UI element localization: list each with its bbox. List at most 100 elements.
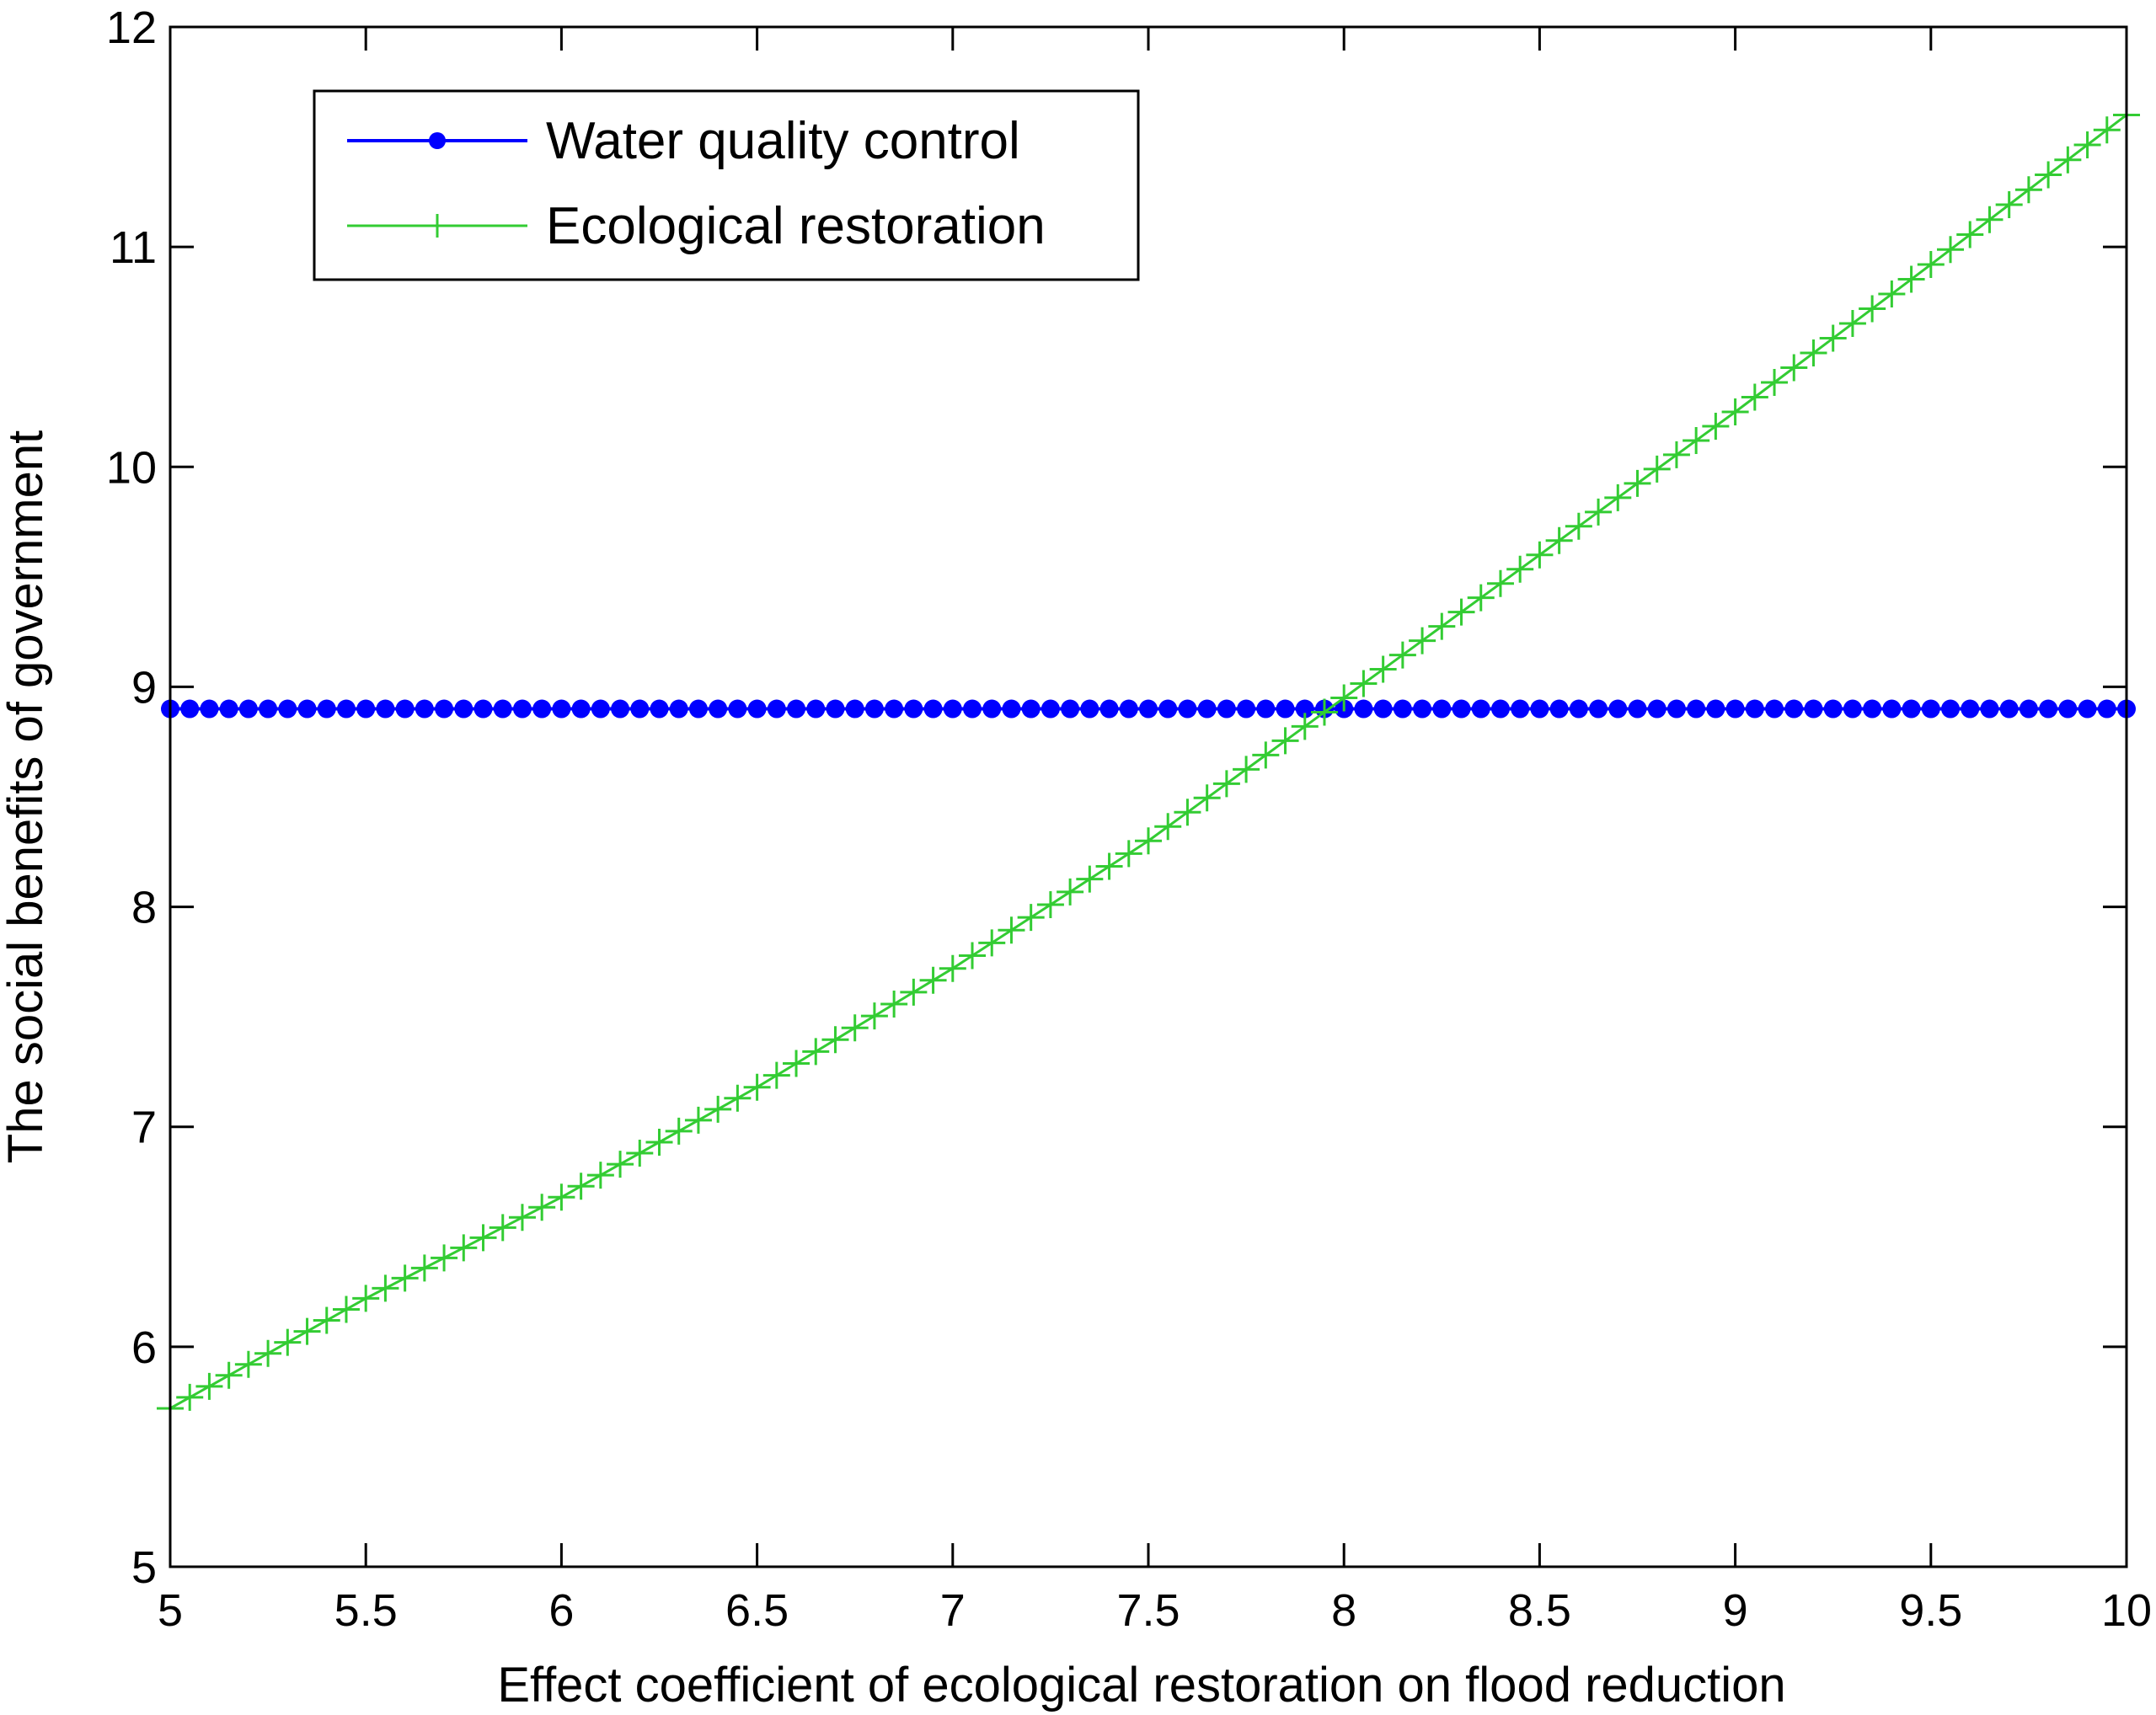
y-tick-label: 6 bbox=[131, 1322, 157, 1373]
data-point-ecological bbox=[1057, 878, 1084, 906]
data-point-ecological bbox=[372, 1274, 399, 1302]
data-point-ecological bbox=[998, 916, 1025, 944]
data-point-water-quality bbox=[943, 699, 962, 719]
data-point-water-quality bbox=[2039, 699, 2058, 719]
data-point-ecological bbox=[645, 1128, 673, 1156]
data-point-water-quality bbox=[356, 699, 376, 719]
data-point-water-quality bbox=[297, 699, 317, 719]
data-point-water-quality bbox=[1999, 699, 2019, 719]
data-point-ecological bbox=[332, 1296, 360, 1323]
series-line-ecological bbox=[169, 114, 2127, 1410]
data-point-water-quality bbox=[1530, 699, 1549, 719]
data-point-ecological bbox=[274, 1328, 302, 1356]
data-point-ecological bbox=[1545, 526, 1573, 554]
legend-label-water-quality: Water quality control bbox=[546, 112, 1020, 170]
data-point-ecological bbox=[1193, 784, 1221, 812]
data-point-ecological bbox=[1800, 339, 1827, 367]
data-point-water-quality bbox=[1569, 699, 1588, 719]
y-tick-label: 11 bbox=[110, 222, 157, 273]
data-point-water-quality bbox=[591, 699, 610, 719]
data-point-water-quality bbox=[1765, 699, 1784, 719]
legend: Water quality control Ecological restora… bbox=[313, 89, 1140, 281]
data-point-water-quality bbox=[435, 699, 454, 719]
data-point-water-quality bbox=[532, 699, 552, 719]
x-tick-label: 6.5 bbox=[725, 1585, 789, 1636]
x-tick-label: 7.5 bbox=[1116, 1585, 1180, 1636]
data-point-water-quality bbox=[1119, 699, 1138, 719]
data-point-water-quality bbox=[1256, 699, 1276, 719]
data-point-ecological bbox=[724, 1084, 752, 1112]
data-point-ecological bbox=[743, 1073, 771, 1101]
data-point-ecological bbox=[391, 1264, 419, 1292]
y-tick-label: 10 bbox=[106, 442, 157, 493]
data-point-water-quality bbox=[611, 699, 630, 719]
data-point-ecological bbox=[2073, 131, 2101, 158]
data-point-ecological bbox=[1662, 441, 1690, 468]
data-point-water-quality bbox=[1608, 699, 1628, 719]
data-point-water-quality bbox=[1080, 699, 1099, 719]
data-point-water-quality bbox=[1002, 699, 1021, 719]
data-point-water-quality bbox=[1882, 699, 1902, 719]
data-point-water-quality bbox=[571, 699, 591, 719]
data-point-ecological bbox=[1350, 670, 1378, 697]
data-point-water-quality bbox=[1706, 699, 1725, 719]
data-point-water-quality bbox=[2019, 699, 2038, 719]
data-point-water-quality bbox=[767, 699, 786, 719]
data-point-ecological bbox=[1115, 840, 1142, 868]
data-point-ecological bbox=[607, 1151, 634, 1178]
data-point-ecological bbox=[1878, 280, 1906, 308]
data-point-ecological bbox=[508, 1204, 536, 1231]
data-point-water-quality bbox=[806, 699, 826, 719]
data-point-water-quality bbox=[1725, 699, 1745, 719]
data-point-ecological bbox=[2014, 176, 2042, 204]
data-point-water-quality bbox=[650, 699, 669, 719]
data-point-water-quality bbox=[278, 699, 297, 719]
data-point-ecological bbox=[548, 1183, 575, 1211]
data-point-water-quality bbox=[1589, 699, 1608, 719]
data-point-ecological bbox=[410, 1254, 438, 1282]
data-point-ecological bbox=[215, 1361, 243, 1389]
data-point-water-quality bbox=[552, 699, 571, 719]
data-point-water-quality bbox=[1061, 699, 1080, 719]
data-point-water-quality bbox=[200, 699, 219, 719]
data-point-water-quality bbox=[1941, 699, 1961, 719]
x-tick-label: 5.5 bbox=[334, 1585, 398, 1636]
data-point-water-quality bbox=[728, 699, 747, 719]
data-point-water-quality bbox=[259, 699, 278, 719]
data-point-ecological bbox=[1506, 555, 1534, 583]
data-point-water-quality bbox=[709, 699, 728, 719]
data-point-ecological bbox=[1643, 455, 1671, 483]
data-point-water-quality bbox=[1413, 699, 1432, 719]
data-point-water-quality bbox=[1354, 699, 1373, 719]
data-point-water-quality bbox=[1921, 699, 1940, 719]
data-point-ecological bbox=[586, 1162, 614, 1189]
data-point-water-quality bbox=[963, 699, 982, 719]
data-point-ecological bbox=[1409, 627, 1436, 654]
legend-marker-ecological bbox=[425, 214, 449, 238]
x-tick-label: 7 bbox=[940, 1585, 966, 1636]
data-point-water-quality bbox=[2058, 699, 2078, 719]
data-point-ecological bbox=[1135, 827, 1162, 855]
tick-layer: 5 5.5 6 6.5 7 7.5 8 8.5 9 9.5 10 5 6 7 8 9 10 11 12 bbox=[106, 3, 2152, 1636]
y-tick-label: 8 bbox=[131, 883, 157, 933]
x-tick-label: 8 bbox=[1331, 1585, 1356, 1636]
data-point-water-quality bbox=[512, 699, 532, 719]
data-point-ecological bbox=[1095, 852, 1123, 880]
data-point-water-quality bbox=[1511, 699, 1530, 719]
data-point-ecological bbox=[1447, 598, 1475, 626]
data-point-ecological bbox=[1937, 236, 1965, 264]
data-point-ecological bbox=[860, 1002, 888, 1030]
data-point-ecological bbox=[1721, 398, 1749, 425]
data-point-ecological bbox=[352, 1285, 380, 1312]
data-point-water-quality bbox=[826, 699, 845, 719]
data-point-water-quality bbox=[1432, 699, 1452, 719]
x-tick-label: 6 bbox=[548, 1585, 574, 1636]
data-point-ecological bbox=[2035, 161, 2062, 189]
data-point-ecological bbox=[880, 991, 908, 1018]
data-point-ecological bbox=[450, 1234, 478, 1262]
data-point-water-quality bbox=[376, 699, 395, 719]
data-point-water-quality bbox=[219, 699, 238, 719]
data-point-ecological bbox=[234, 1350, 262, 1378]
y-tick-label: 5 bbox=[131, 1542, 157, 1593]
x-tick-label: 8.5 bbox=[1508, 1585, 1571, 1636]
